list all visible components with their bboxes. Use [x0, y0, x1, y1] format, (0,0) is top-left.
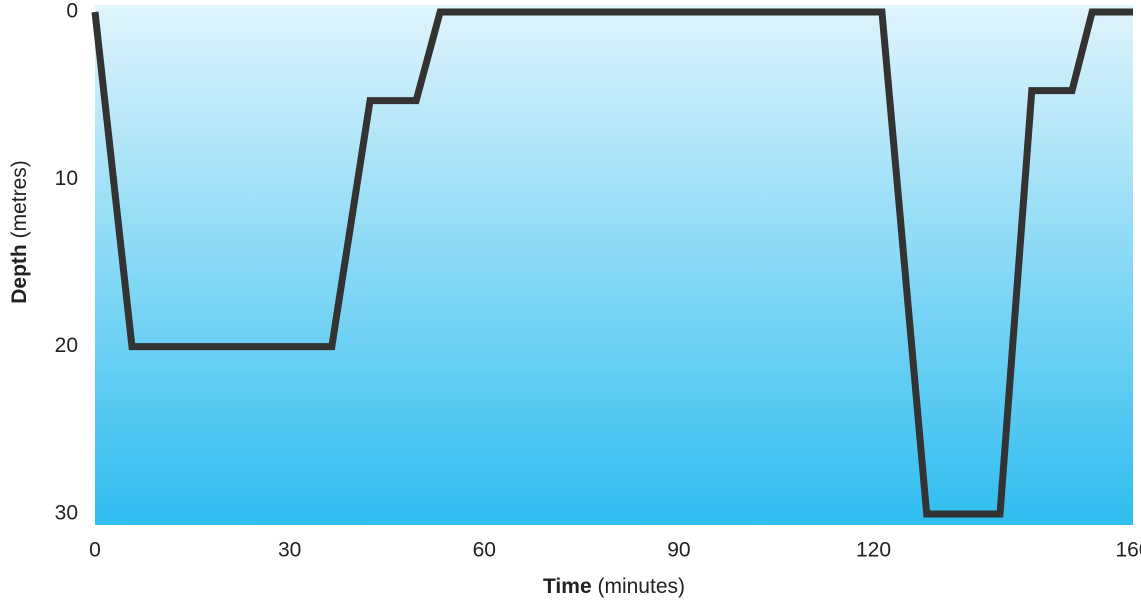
plot-background: [95, 5, 1133, 525]
y-tick-label: 20: [55, 334, 78, 357]
x-axis-label: Time (minutes): [543, 575, 685, 598]
x-tick-label: 0: [89, 539, 101, 562]
x-tick-label: 60: [473, 539, 496, 562]
x-tick-label: 30: [278, 539, 301, 562]
y-tick-label: 10: [55, 167, 78, 190]
y-axis-label: Depth (metres): [8, 160, 31, 304]
x-tick-label: 160: [1115, 539, 1141, 562]
x-tick-label: 90: [667, 539, 690, 562]
y-tick-label: 0: [66, 0, 78, 23]
x-tick-label: 120: [856, 539, 891, 562]
y-tick-label: 30: [55, 502, 78, 525]
depth-line: [91, 8, 1133, 518]
